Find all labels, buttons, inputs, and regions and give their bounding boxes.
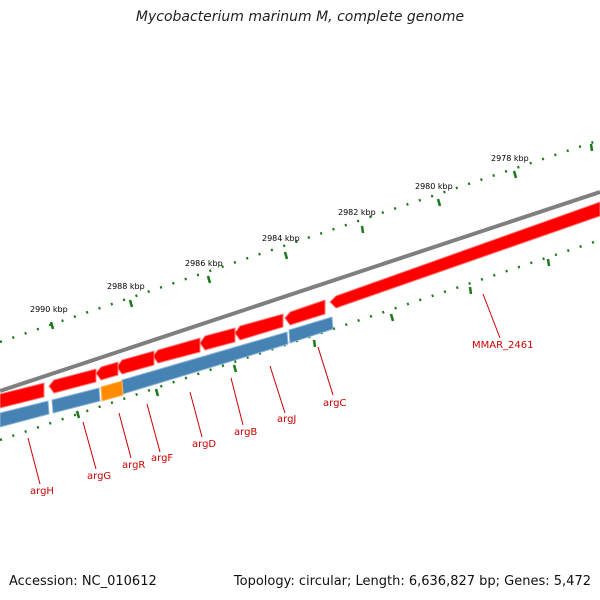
major-ticks-outer <box>49 143 594 330</box>
cds-feature-argr[interactable] <box>95 361 119 381</box>
cds-feature-argf[interactable] <box>116 350 155 375</box>
map-title: Mycobacterium marinum M, complete genome <box>135 9 465 25</box>
genome-backbone <box>0 190 600 393</box>
gene-label-argj[interactable]: argJ <box>277 414 296 425</box>
genome-summary-text: Topology: circular; Length: 6,636,827 bp… <box>233 574 591 589</box>
gene-label-argh[interactable]: argH <box>30 486 54 497</box>
gene-track <box>0 316 334 428</box>
scale-label: 2980 kbp <box>415 182 453 191</box>
gene-label-mmar2461[interactable]: MMAR_2461 <box>472 340 534 351</box>
scale-label: 2982 kbp <box>338 208 376 217</box>
gene-label-argg[interactable]: argG <box>87 471 111 482</box>
gene-label-argc[interactable]: argC <box>323 398 346 409</box>
gene-label-argd[interactable]: argD <box>192 439 216 450</box>
cds-feature-argh[interactable] <box>0 382 45 409</box>
cds-feature-mmar2461[interactable] <box>329 201 600 309</box>
scale-label: 2978 kbp <box>491 154 529 163</box>
cds-feature-argj[interactable] <box>234 313 284 341</box>
cds-feature-argc[interactable] <box>284 299 326 326</box>
gene-feature-argg[interactable] <box>51 387 101 414</box>
gene-feature-argh[interactable] <box>0 400 50 428</box>
gene-label-argb[interactable]: argB <box>234 427 257 438</box>
gene-feature-argc[interactable] <box>288 316 334 344</box>
scale-label: 2986 kbp <box>185 259 223 268</box>
scale-label: 2984 kbp <box>262 234 300 243</box>
cds-feature-argg[interactable] <box>48 368 97 394</box>
cds-track <box>0 201 600 409</box>
label-leaders <box>27 293 501 485</box>
cds-feature-argb[interactable] <box>199 327 236 351</box>
accession-text: Accession: NC_010612 <box>9 574 157 589</box>
gene-label-argf[interactable]: argF <box>151 453 173 464</box>
major-ticks-inner <box>75 258 551 419</box>
scale-label: 2990 kbp <box>30 305 68 314</box>
gene-label-argr[interactable]: argR <box>122 460 145 471</box>
gene-feature-argr[interactable] <box>100 380 124 402</box>
scale-label: 2988 kbp <box>107 282 145 291</box>
